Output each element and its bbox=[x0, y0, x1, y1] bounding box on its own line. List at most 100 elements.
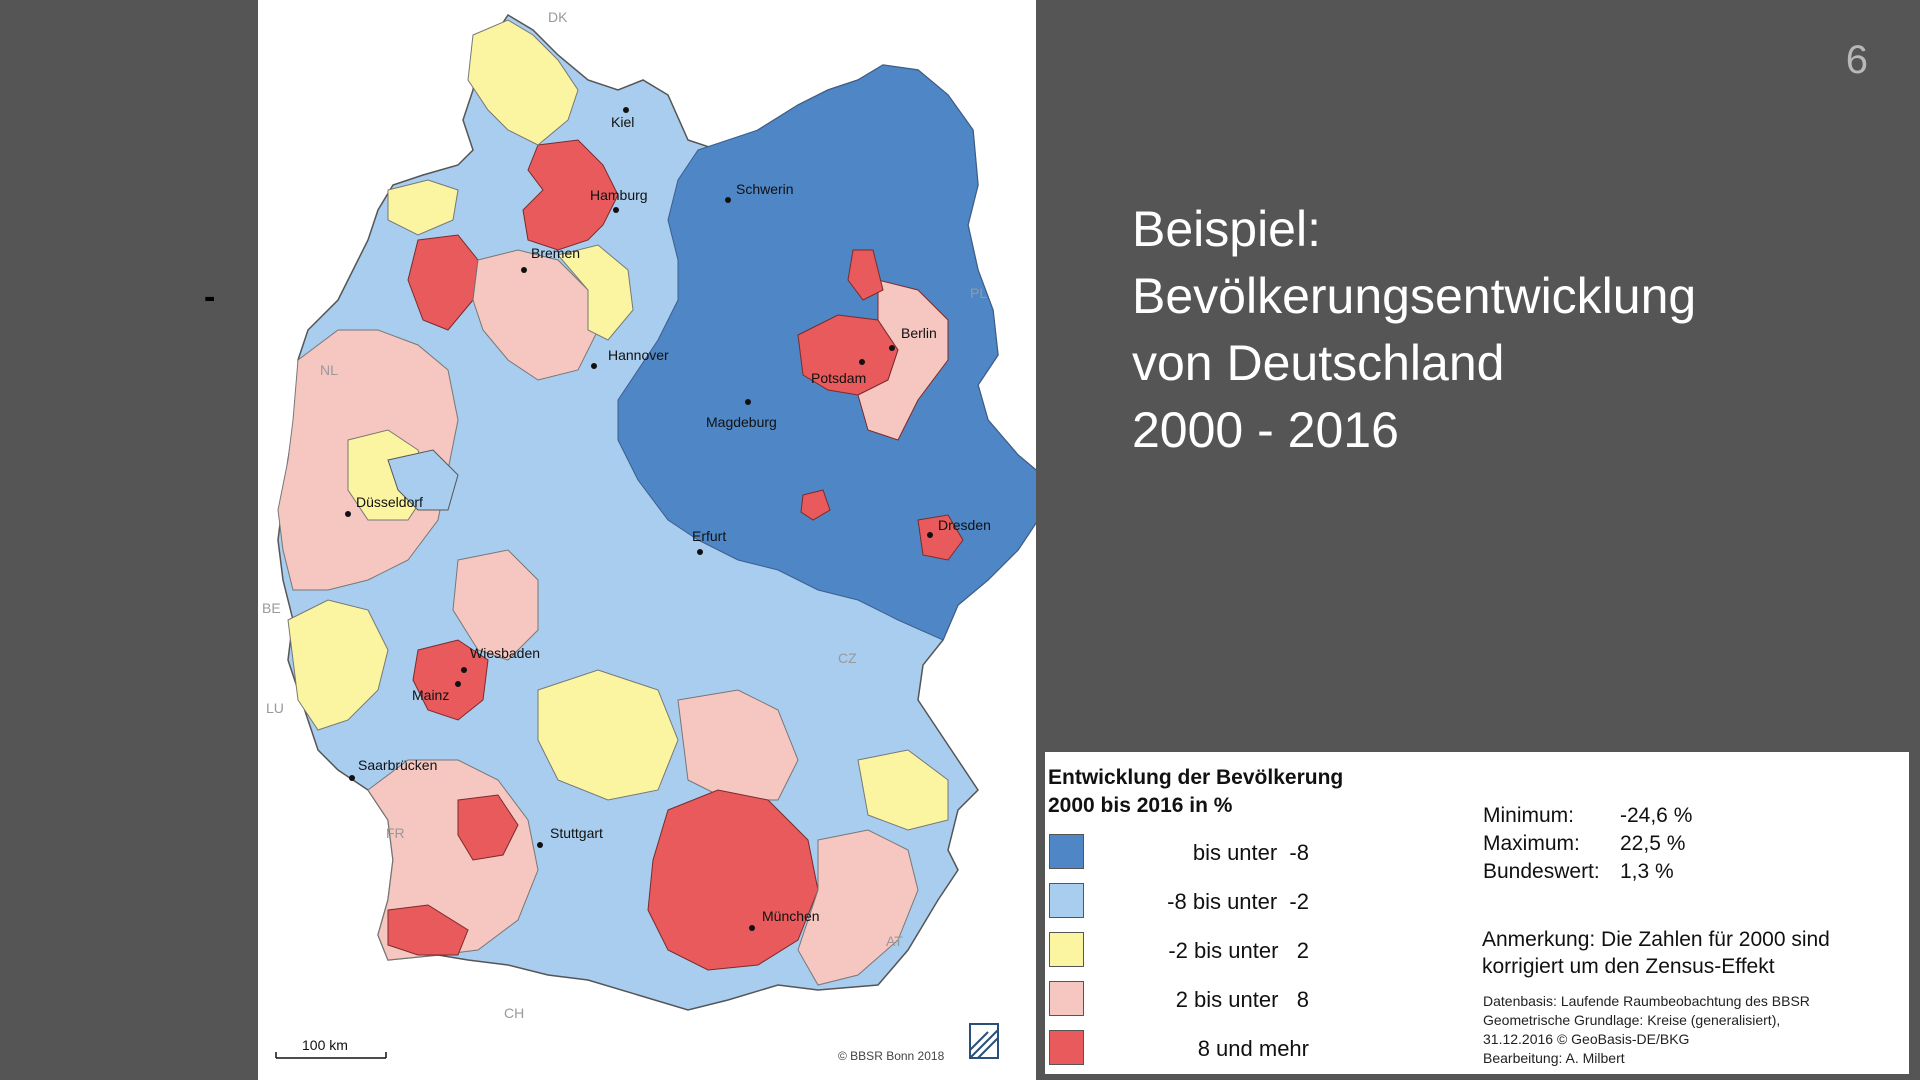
region-bavaria-east-pink bbox=[797, 829, 919, 986]
city-kiel: Kiel bbox=[611, 107, 634, 130]
map-copyright: © BBSR Bonn 2018 bbox=[838, 1049, 945, 1063]
stat-label-national: Bundeswert: bbox=[1483, 860, 1600, 883]
city-berlin: Berlin bbox=[889, 325, 937, 351]
legend-class-5: 8 und mehr bbox=[1049, 1030, 1349, 1068]
region-ruhr-blue bbox=[387, 449, 459, 511]
region-lower-saxony-yellow bbox=[557, 244, 634, 341]
bullet-mark: - bbox=[204, 278, 216, 316]
legend-label-4: 2 bis unter 8 bbox=[1175, 987, 1309, 1012]
city-label-hamburg: Hamburg bbox=[590, 187, 648, 203]
legend-label-3: -2 bis unter 2 bbox=[1168, 938, 1309, 963]
city-potsdam: Potsdam bbox=[811, 359, 866, 386]
stat-label-minimum: Minimum: bbox=[1483, 804, 1575, 827]
city-label-duesseldorf: Düsseldorf bbox=[356, 494, 423, 510]
title-line-2: Bevölkerungsentwicklung bbox=[1132, 268, 1697, 324]
region-franconia-yellow bbox=[537, 669, 679, 801]
legend-title: Entwicklung der Bevölkerung 2000 bis 201… bbox=[1048, 764, 1343, 820]
legend-note: Anmerkung: Die Zahlen für 2000 sind korr… bbox=[1482, 926, 1902, 980]
city-erfurt: Erfurt bbox=[692, 528, 726, 555]
country-label-ch: CH bbox=[504, 1005, 524, 1021]
city-label-schwerin: Schwerin bbox=[736, 181, 794, 197]
country-label-dk: DK bbox=[548, 9, 568, 25]
region-east-frisia bbox=[387, 179, 459, 236]
region-lower-bavaria-yellow bbox=[857, 749, 949, 831]
slide-title: Beispiel: Bevölkerungsentwicklung von De… bbox=[1132, 196, 1832, 464]
scale-label: 100 km bbox=[302, 1037, 348, 1053]
city-label-kiel: Kiel bbox=[611, 114, 634, 130]
stat-minimum: Minimum: -24,6 % bbox=[1483, 804, 1723, 832]
city-label-wiesbaden: Wiesbaden bbox=[470, 645, 540, 661]
stat-value-minimum: -24,6 % bbox=[1620, 804, 1693, 827]
legend-label-2: -8 bis unter -2 bbox=[1167, 889, 1309, 914]
city-muenchen: München bbox=[749, 908, 820, 931]
region-berlin-ring bbox=[857, 279, 949, 441]
stat-maximum: Maximum: 22,5 % bbox=[1483, 832, 1723, 860]
city-stuttgart: Stuttgart bbox=[537, 825, 603, 848]
legend-label-1: bis unter -8 bbox=[1192, 840, 1309, 865]
region-oldenburg-red bbox=[407, 234, 479, 331]
city-hamburg: Hamburg bbox=[590, 187, 648, 213]
region-munich-red bbox=[647, 789, 819, 971]
city-wiesbaden: Wiesbaden bbox=[461, 645, 540, 673]
country-label-at: AT bbox=[886, 933, 903, 949]
map-panel: DK PL NL BE LU CZ FR AT CH Kiel Hamburg … bbox=[258, 0, 1036, 1080]
stat-label-maximum: Maximum: bbox=[1483, 832, 1580, 855]
legend-class-4: 2 bis unter 8 bbox=[1049, 981, 1349, 1019]
legend-panel: Entwicklung der Bevölkerung 2000 bis 201… bbox=[1045, 752, 1909, 1074]
city-label-potsdam: Potsdam bbox=[811, 370, 866, 386]
legend-title-line-1: Entwicklung der Bevölkerung bbox=[1048, 766, 1344, 789]
city-bremen: Bremen bbox=[521, 245, 580, 273]
title-line-3: von Deutschland bbox=[1132, 335, 1505, 391]
region-bavaria-pink bbox=[677, 689, 799, 801]
region-west-yellow bbox=[287, 599, 389, 731]
city-label-berlin: Berlin bbox=[901, 325, 937, 341]
region-stuttgart-red bbox=[457, 794, 519, 861]
source-line-2: Geometrische Grundlage: Kreise (generali… bbox=[1483, 1012, 1781, 1028]
city-schwerin: Schwerin bbox=[725, 181, 794, 203]
legend-stats: Minimum: -24,6 % Maximum: 22,5 % Bundesw… bbox=[1483, 804, 1723, 888]
country-label-be: BE bbox=[262, 600, 281, 616]
stat-national: Bundeswert: 1,3 % bbox=[1483, 860, 1723, 888]
legend-class-2: -8 bis unter -2 bbox=[1049, 883, 1349, 921]
city-duesseldorf: Düsseldorf bbox=[345, 494, 423, 517]
legend-title-line-2: 2000 bis 2016 in % bbox=[1048, 794, 1233, 817]
city-hannover: Hannover bbox=[591, 347, 669, 369]
country-label-lu: LU bbox=[266, 700, 284, 716]
legend-swatch-2 bbox=[1049, 883, 1084, 918]
region-north-yellow bbox=[467, 19, 579, 146]
legend-swatch-1 bbox=[1049, 834, 1084, 869]
region-dresden-red bbox=[917, 514, 964, 561]
region-hamburg bbox=[522, 139, 619, 251]
region-lower-saxony-pink bbox=[472, 249, 599, 381]
legend-swatch-3 bbox=[1049, 932, 1084, 967]
legend-sources: Datenbasis: Laufende Raumbeobachtung des… bbox=[1483, 992, 1903, 1068]
scale-bar: 100 km bbox=[275, 1037, 387, 1059]
legend-swatch-5 bbox=[1049, 1030, 1084, 1065]
legend-class-3: -2 bis unter 2 bbox=[1049, 932, 1349, 970]
city-label-stuttgart: Stuttgart bbox=[550, 825, 603, 841]
city-label-erfurt: Erfurt bbox=[692, 528, 726, 544]
region-hesse-pink bbox=[452, 549, 539, 661]
city-label-saarbruecken: Saarbrücken bbox=[358, 757, 437, 773]
city-label-dresden: Dresden bbox=[938, 517, 991, 533]
source-line-1: Datenbasis: Laufende Raumbeobachtung des… bbox=[1483, 993, 1810, 1009]
region-leipzig-red bbox=[800, 489, 831, 521]
city-label-hannover: Hannover bbox=[608, 347, 669, 363]
country-label-cz: CZ bbox=[838, 650, 857, 666]
note-line-1: Anmerkung: Die Zahlen für 2000 sind bbox=[1482, 928, 1830, 951]
city-label-mainz: Mainz bbox=[412, 687, 449, 703]
country-label-nl: NL bbox=[320, 362, 338, 378]
city-saarbruecken: Saarbrücken bbox=[349, 757, 437, 781]
germany-population-map: DK PL NL BE LU CZ FR AT CH Kiel Hamburg … bbox=[262, 9, 1036, 1063]
region-bodensee-red bbox=[387, 904, 469, 956]
country-label-pl: PL bbox=[970, 285, 987, 301]
city-magdeburg: Magdeburg bbox=[706, 399, 777, 430]
city-label-muenchen: München bbox=[762, 908, 820, 924]
legend-label-5: 8 und mehr bbox=[1197, 1036, 1309, 1061]
bbsr-logo bbox=[969, 1023, 999, 1059]
city-label-bremen: Bremen bbox=[531, 245, 580, 261]
city-dresden: Dresden bbox=[927, 517, 991, 538]
source-line-3: 31.12.2016 © GeoBasis-DE/BKG bbox=[1483, 1031, 1690, 1047]
legend-class-1: bis unter -8 bbox=[1049, 834, 1349, 872]
